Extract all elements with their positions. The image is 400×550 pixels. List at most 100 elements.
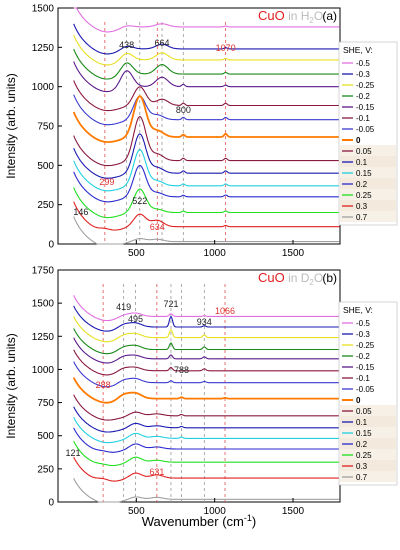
legend-row-bg [340,101,396,112]
peak-label: 1070 [216,43,236,53]
series-line [73,216,340,245]
legend-row-bg [340,317,396,328]
y-tick-label: 1250 [32,332,55,343]
series-line [73,149,340,192]
y-tick-label: 1250 [32,43,55,54]
legend-entry: 0.1 [356,418,368,427]
series-line [73,23,340,55]
series-line [73,337,340,364]
peak-label: 788 [174,365,189,375]
y-tick-label: 1500 [32,299,55,310]
y-tick-label: 1000 [32,82,55,93]
legend-entry: -0.2 [356,352,370,361]
series-line [73,406,340,433]
series-line [73,305,340,332]
series-line [73,61,340,93]
peak-label: 495 [128,314,143,324]
y-tick-label: 750 [37,398,54,409]
legend-entry: 0.7 [356,213,368,222]
series-line [73,427,340,453]
legend-entry: -0.15 [356,363,375,372]
legend-row-bg [340,145,396,156]
chart-title-part: in [285,9,301,23]
peak-label: 631 [149,467,164,477]
series-line [73,361,340,388]
x-axis-label-end: ) [252,514,256,529]
legend-entry: -0.05 [356,125,375,134]
x-axis-label: Wavenumber (cm-1) [142,513,256,529]
legend-row-bg [340,156,396,167]
y-tick-label: 1500 [32,4,55,15]
legend-row-bg [340,57,396,68]
legend-row-bg [340,167,396,178]
series-line [73,316,340,343]
chart-title: CuO in D2O [258,270,323,287]
peak-label: 419 [116,302,131,312]
legend-entry: -0.15 [356,103,375,112]
legend-entry: -0.05 [356,385,375,394]
y-tick-label: 500 [37,161,54,172]
x-tick-label: 1500 [282,506,305,517]
peak-label: 634 [150,222,165,232]
series-line [73,349,340,376]
y-axis-label: Intensity (arb. units) [4,73,18,178]
chart-title-part: CuO [258,270,285,285]
y-tick-label: 1000 [32,365,55,376]
legend-row-bg [340,134,396,145]
legend-entry: 0.2 [356,440,368,449]
series-line [73,116,340,167]
series-line [73,164,340,203]
legend-row-bg [340,471,396,482]
panel-b: 500 1000 1500 0 250 500 750 1000 1250 1500 1750 Int… [4,266,398,517]
legend-row-bg [340,361,396,372]
series-line [73,394,340,421]
series-line [72,377,340,404]
legend-row-bg [340,178,396,189]
series-line [73,440,340,467]
series-line [73,417,340,444]
legend-row-bg [340,211,396,222]
y-tick-label: 0 [48,240,54,251]
y-tick-label: 250 [37,200,54,211]
x-tick-label: 1000 [204,506,227,517]
legend-row-bg [340,416,396,427]
legend-entry: -0.5 [356,319,370,328]
x-tick-label: 1500 [282,248,305,259]
peak-label: 288 [96,380,111,390]
legend-row-bg [340,427,396,438]
legend-entry: -0.25 [356,341,375,350]
peak-label: 146 [73,207,88,217]
peak-label: 1066 [215,306,235,316]
panel-a: 500 1000 1500 0 250 500 750 1000 1250 1500 Intensi… [4,4,398,259]
chart-title-part: O [314,9,323,23]
legend-entry: 0.2 [356,180,368,189]
legend-entry: 0 [356,136,361,145]
y-tick-label: 750 [37,122,54,133]
peak-label: 721 [163,299,178,309]
series-line [73,478,340,503]
legend-row-bg [340,438,396,449]
legend-entry: 0.7 [356,473,368,482]
legend-title: SHE, V: [343,305,373,315]
legend-entry: -0.25 [356,81,375,90]
legend-row-bg [340,372,396,383]
peak-label: 800 [176,105,191,115]
x-tick-label: 1000 [204,248,227,259]
legend-row-bg [340,112,396,123]
x-tick-label: 500 [128,506,145,517]
legend-row-bg [340,383,396,394]
chart-title-part: H [301,9,310,23]
y-axis-label: Intensity (arb. units) [4,333,18,438]
series-line [73,34,340,66]
legend-row-bg [340,350,396,361]
series-line [73,133,340,179]
panel-label: (a) [322,9,337,23]
legend-title: SHE, V: [343,45,373,55]
peak-label: 438 [119,40,134,50]
series-line [73,456,340,482]
chart-title-part: 2 [309,278,314,287]
legend-entry: 0.3 [356,462,368,471]
legend-entry: -0.2 [356,92,370,101]
legend-entry: -0.1 [356,114,370,123]
